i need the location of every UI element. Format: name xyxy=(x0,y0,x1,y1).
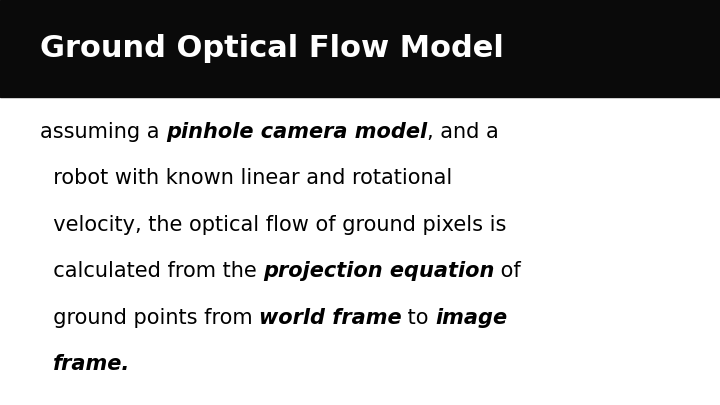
Text: pinhole camera model: pinhole camera model xyxy=(166,122,427,141)
Text: , and a: , and a xyxy=(427,122,499,141)
Bar xyxy=(0,0,720,97)
Text: ground points from: ground points from xyxy=(40,308,259,328)
Text: Ground Optical Flow Model: Ground Optical Flow Model xyxy=(40,34,503,63)
Text: robot with known linear and rotational: robot with known linear and rotational xyxy=(40,168,452,188)
Text: frame.: frame. xyxy=(53,354,130,374)
Text: world frame: world frame xyxy=(259,308,402,328)
Text: projection equation: projection equation xyxy=(263,261,495,281)
Text: velocity, the optical flow of ground pixels is: velocity, the optical flow of ground pix… xyxy=(40,215,506,234)
Text: to: to xyxy=(402,308,436,328)
Text: image: image xyxy=(436,308,508,328)
Text: of: of xyxy=(495,261,521,281)
Text: assuming a: assuming a xyxy=(40,122,166,141)
Text: calculated from the: calculated from the xyxy=(40,261,263,281)
